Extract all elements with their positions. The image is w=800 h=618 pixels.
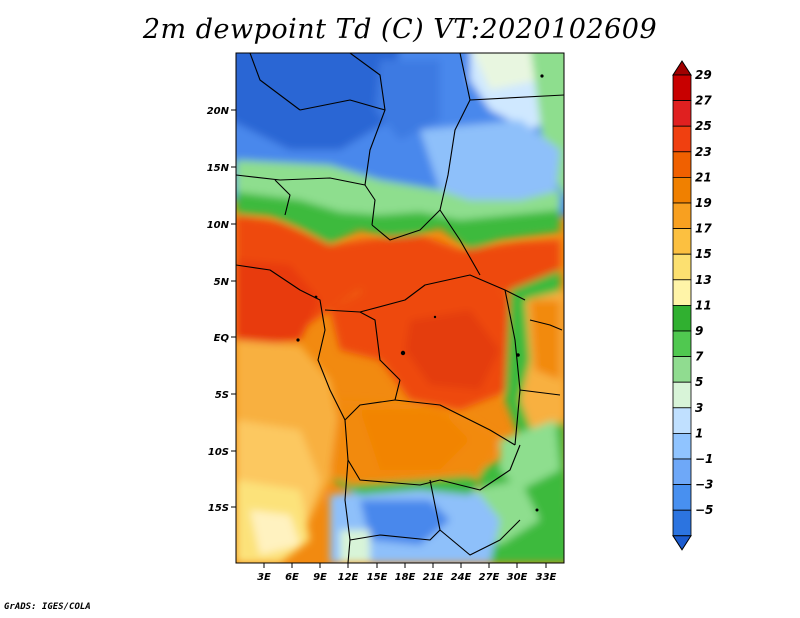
lon-tick-label: 21E bbox=[423, 572, 444, 583]
lon-tick-label: 24E bbox=[451, 572, 472, 583]
colorbar-swatch bbox=[672, 509, 692, 537]
colorbar-label: 13 bbox=[695, 273, 712, 287]
colorbar-label: 9 bbox=[695, 324, 703, 338]
lon-tick-label: 33E bbox=[536, 572, 557, 583]
credit-text: GrADS: IGES/COLA bbox=[4, 602, 91, 612]
lon-tick-label: 30E bbox=[507, 572, 528, 583]
colorbar-swatch bbox=[672, 381, 692, 409]
lon-tick-label: 18E bbox=[395, 572, 416, 583]
lat-tick-label: 20N bbox=[207, 106, 230, 117]
colorbar-label: 15 bbox=[695, 247, 712, 261]
map-frame bbox=[235, 52, 565, 564]
colorbar-label: 1 bbox=[695, 426, 703, 440]
colorbar-swatch bbox=[672, 202, 692, 230]
colorbar-swatch bbox=[672, 432, 692, 460]
map-title: 2m dewpoint Td (C) VT:2020102609 bbox=[142, 14, 658, 45]
latitude-axis bbox=[231, 109, 236, 508]
lon-tick-label: 9E bbox=[313, 572, 327, 583]
colorbar-swatch bbox=[672, 407, 692, 434]
colorbar-label: 7 bbox=[695, 350, 704, 364]
colorbar-label: −3 bbox=[695, 478, 713, 492]
colorbar-label: 29 bbox=[695, 68, 712, 82]
lat-tick-label: EQ bbox=[214, 333, 230, 344]
colorbar-upper-arrow bbox=[672, 60, 692, 76]
colorbar-label: 25 bbox=[695, 119, 712, 133]
lat-tick-label: 15N bbox=[207, 163, 230, 174]
colorbar-swatch bbox=[672, 125, 692, 153]
lat-tick-label: 5N bbox=[214, 277, 230, 288]
colorbar-swatch bbox=[672, 176, 692, 204]
colorbar-swatch bbox=[672, 74, 692, 102]
colorbar-label: 5 bbox=[695, 375, 703, 389]
lat-tick-label: 10N bbox=[207, 220, 230, 231]
colorbar-label: 27 bbox=[695, 94, 712, 108]
colorbar-swatch bbox=[672, 151, 692, 178]
colorbar-swatch bbox=[672, 279, 692, 306]
lon-tick-label: 3E bbox=[257, 572, 271, 583]
lon-tick-label: 15E bbox=[367, 572, 388, 583]
lon-tick-label: 27E bbox=[479, 572, 500, 583]
colorbar-swatch bbox=[672, 100, 692, 127]
colorbar-label: 3 bbox=[695, 401, 703, 415]
colorbar-label: 17 bbox=[695, 222, 712, 236]
colorbar-swatch bbox=[672, 228, 692, 255]
colorbar-label: 21 bbox=[695, 170, 712, 184]
colorbar-swatch bbox=[672, 458, 692, 486]
colorbar-swatch bbox=[672, 253, 692, 281]
lon-tick-label: 6E bbox=[285, 572, 299, 583]
colorbar-swatch bbox=[672, 484, 692, 511]
dewpoint-field bbox=[236, 53, 564, 563]
longitude-axis bbox=[263, 563, 547, 568]
lat-tick-label: 10S bbox=[208, 447, 229, 458]
colorbar-label: −1 bbox=[695, 452, 713, 466]
lon-tick-label: 12E bbox=[338, 572, 359, 583]
colorbar-label: 19 bbox=[695, 196, 712, 210]
lat-tick-label: 15S bbox=[208, 503, 229, 514]
colorbar-swatch bbox=[672, 330, 692, 358]
lat-tick-label: 5S bbox=[215, 390, 229, 401]
colorbar-label: 23 bbox=[695, 145, 712, 159]
colorbar-label: 11 bbox=[695, 298, 712, 312]
colorbar: 29 27 25 23 21 19 17 15 13 11 9 7 5 3 1 −1 −3 −5 bbox=[672, 60, 713, 551]
colorbar-label: −5 bbox=[695, 503, 713, 517]
colorbar-lower-arrow bbox=[672, 535, 692, 551]
colorbar-swatch bbox=[672, 304, 692, 332]
colorbar-swatch bbox=[672, 356, 692, 383]
